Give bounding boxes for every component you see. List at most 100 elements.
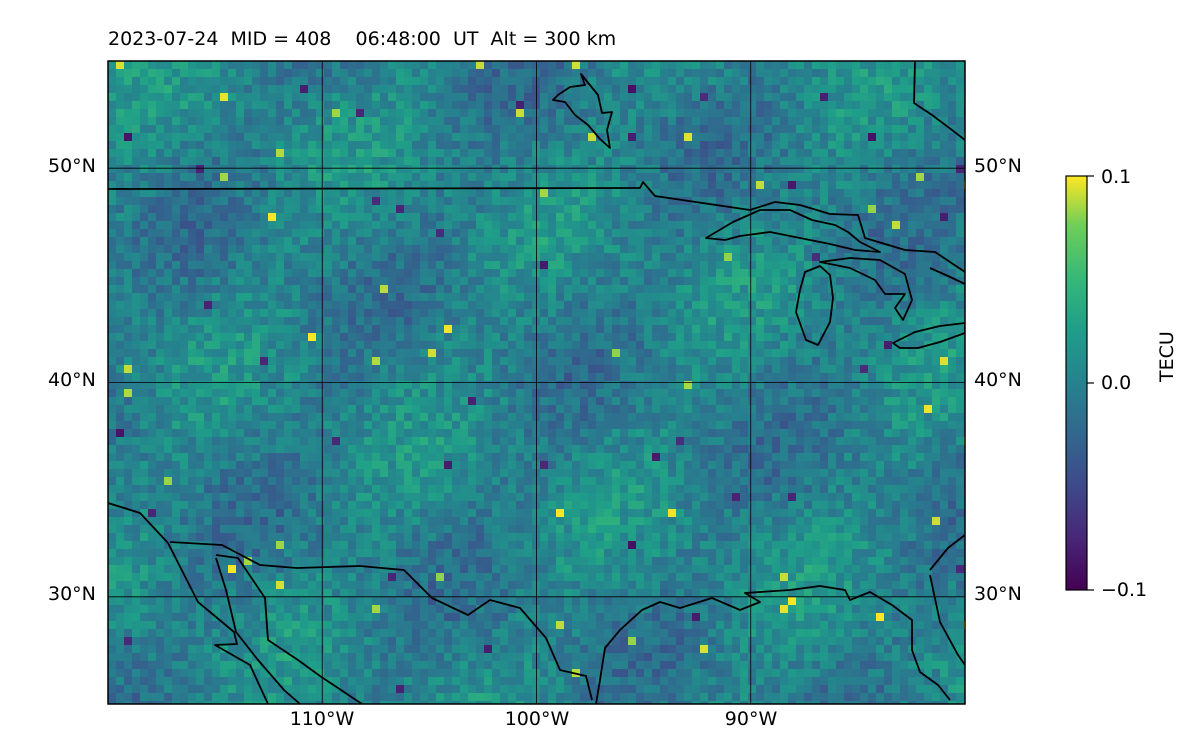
tec-cell: [172, 349, 181, 358]
tec-cell: [732, 309, 741, 318]
tec-cell: [428, 365, 437, 374]
tec-cell: [884, 85, 893, 94]
tec-cell: [436, 221, 445, 230]
tec-cell: [476, 389, 485, 398]
tec-cell: [932, 333, 941, 342]
tec-cell: [572, 93, 581, 102]
tec-cell: [452, 333, 461, 342]
tec-cell: [932, 421, 941, 430]
tec-cell: [500, 245, 509, 254]
tec-cell: [732, 181, 741, 190]
tec-cell: [724, 405, 733, 414]
tec-cell: [260, 181, 269, 190]
tec-cell: [420, 165, 429, 174]
tec-cell: [940, 317, 949, 326]
tec-cell: [660, 141, 669, 150]
tec-cell: [748, 85, 757, 94]
tec-cell: [524, 101, 533, 110]
tec-cell: [884, 421, 893, 430]
tec-cell: [724, 229, 733, 238]
tec-cell: [108, 229, 117, 238]
tec-cell: [772, 213, 781, 222]
tec-cell: [356, 61, 365, 70]
tec-cell: [156, 365, 165, 374]
tec-cell: [860, 125, 869, 134]
tec-cell: [340, 333, 349, 342]
tec-cell: [644, 349, 653, 358]
tec-cell: [316, 429, 325, 438]
tec-cell: [564, 389, 573, 398]
tec-cell: [244, 141, 253, 150]
tec-cell: [396, 285, 405, 294]
tec-cell: [516, 269, 525, 278]
tec-cell: [244, 277, 253, 286]
tec-cell: [460, 381, 469, 390]
tec-cell: [884, 237, 893, 246]
tec-cell: [252, 165, 261, 174]
tec-cell: [468, 93, 477, 102]
tec-cell: [332, 133, 341, 142]
tec-cell: [540, 389, 549, 398]
tec-cell: [156, 205, 165, 214]
tec-cell: [204, 245, 213, 254]
tec-cell: [804, 285, 813, 294]
tec-cell: [724, 317, 733, 326]
tec-cell: [268, 125, 277, 134]
tec-cell: [748, 165, 757, 174]
tec-cell: [452, 261, 461, 270]
tec-cell: [276, 77, 285, 86]
tec-cell: [876, 381, 885, 390]
tec-cell: [804, 389, 813, 398]
tec-cell: [436, 61, 445, 70]
tec-cell: [620, 277, 629, 286]
tec-cell: [316, 109, 325, 118]
tec-cell: [780, 405, 789, 414]
tec-cell: [604, 85, 613, 94]
tec-cell: [260, 357, 269, 366]
tec-cell: [500, 85, 509, 94]
tec-cell: [460, 293, 469, 302]
tec-cell: [380, 357, 389, 366]
tec-cell: [556, 125, 565, 134]
tec-cell: [908, 109, 917, 118]
tec-cell: [260, 221, 269, 230]
tec-cell: [420, 317, 429, 326]
tec-cell: [724, 253, 733, 262]
tec-cell: [204, 189, 213, 198]
tec-cell: [460, 125, 469, 134]
tec-cell: [388, 357, 397, 366]
tec-cell: [820, 301, 829, 310]
tec-cell: [876, 237, 885, 246]
tec-cell: [252, 421, 261, 430]
tec-cell: [340, 93, 349, 102]
tec-cell: [372, 61, 381, 70]
tec-cell: [716, 373, 725, 382]
tec-cell: [884, 141, 893, 150]
tec-cell: [556, 165, 565, 174]
tec-cell: [316, 405, 325, 414]
tec-cell: [684, 237, 693, 246]
tec-cell: [684, 269, 693, 278]
tec-cell: [124, 117, 133, 126]
tec-cell: [228, 125, 237, 134]
tec-cell: [644, 397, 653, 406]
tec-cell: [260, 237, 269, 246]
tec-cell: [620, 69, 629, 78]
tec-cell: [372, 197, 381, 206]
tec-cell: [108, 389, 117, 398]
tec-cell: [812, 117, 821, 126]
tec-cell: [292, 229, 301, 238]
tec-cell: [212, 381, 221, 390]
tec-cell: [188, 253, 197, 262]
tec-cell: [764, 101, 773, 110]
tec-cell: [332, 165, 341, 174]
tec-cell: [812, 93, 821, 102]
tec-cell: [604, 245, 613, 254]
tec-cell: [300, 181, 309, 190]
tec-cell: [924, 197, 933, 206]
tec-cell: [172, 325, 181, 334]
tec-cell: [260, 325, 269, 334]
tec-cell: [812, 245, 821, 254]
tec-cell: [884, 125, 893, 134]
tec-cell: [700, 397, 709, 406]
